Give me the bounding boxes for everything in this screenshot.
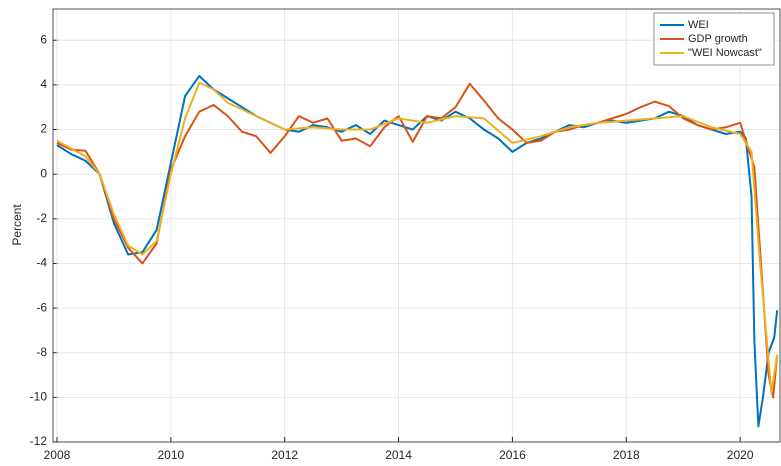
x-tick-label: 2016: [499, 448, 526, 462]
y-axis-label: Percent: [10, 204, 24, 246]
legend-label: GDP growth: [688, 33, 748, 45]
y-tick-label: 4: [40, 77, 47, 91]
plot-frame: [52, 8, 781, 443]
y-tick-label: -4: [36, 256, 47, 270]
y-tick-label: -2: [36, 211, 47, 225]
x-tick-label: 2020: [727, 448, 754, 462]
y-tick-label: -12: [30, 434, 48, 448]
y-tick-label: 0: [40, 166, 47, 180]
y-tick-label: -8: [36, 345, 47, 359]
y-tick-label: 2: [40, 122, 47, 136]
legend-label: WEI: [688, 19, 709, 31]
legend-label: "WEI Nowcast": [688, 47, 762, 59]
x-tick-label: 2014: [385, 448, 412, 462]
series-line: [56, 82, 779, 399]
x-tick-label: 2010: [157, 448, 184, 462]
x-tick-label: 2018: [613, 448, 640, 462]
legend: WEI GDP growth "WEI Nowcast": [653, 12, 775, 66]
x-tick-label: 2008: [44, 448, 71, 462]
x-tick-label: 2012: [271, 448, 298, 462]
y-tick-label: 6: [40, 32, 47, 46]
series-line: [56, 81, 779, 394]
series-line: [56, 74, 779, 428]
y-tick-label: -10: [30, 390, 48, 404]
y-tick-label: -6: [36, 300, 47, 314]
